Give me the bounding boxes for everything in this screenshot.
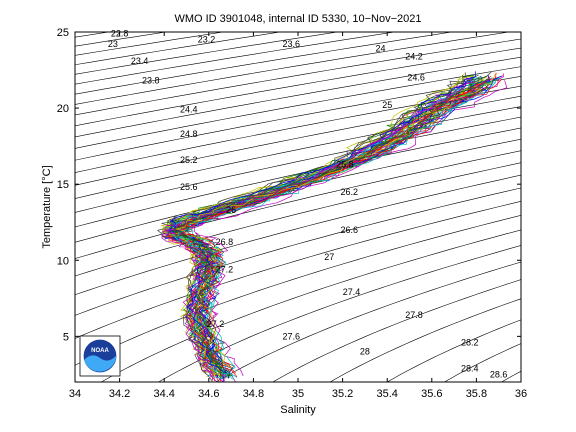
- isopycnal-label: 24.8: [180, 129, 198, 139]
- chart-title: WMO ID 3901048, internal ID 5330, 10−Nov…: [174, 13, 421, 25]
- isopycnal-label: 24.6: [407, 73, 425, 83]
- x-axis-title: Salinity: [280, 404, 316, 416]
- isopycnal-label: 27.2: [216, 264, 234, 274]
- isopycnal-line: [75, 116, 521, 213]
- isopycnal-line: [75, 32, 454, 95]
- isopycnal-line: [75, 187, 521, 316]
- x-tick-label: 35.8: [466, 388, 487, 400]
- isopycnal-label: 25.6: [180, 182, 198, 192]
- y-tick-label: 25: [57, 27, 69, 39]
- profile-line: [164, 80, 475, 379]
- y-tick-label: 10: [57, 255, 69, 267]
- y-tick-label: 20: [57, 103, 69, 115]
- isopycnal-line: [75, 32, 511, 105]
- isopycnal-label: 25: [382, 100, 392, 110]
- profile-lines: [156, 71, 508, 382]
- isopycnal-label: 25.2: [180, 155, 198, 165]
- profile-line: [170, 78, 483, 379]
- isopycnal-label: 25.8: [336, 159, 354, 169]
- isopycnal-line: [75, 214, 521, 366]
- isopycnal-line: [75, 66, 521, 149]
- isopycnal-line: [75, 56, 521, 138]
- isopycnal-label: 26.6: [341, 225, 359, 235]
- isopycnal-line: [534, 17, 576, 397]
- isopycnal-labels: 22.823 23.223.423.623.82424.224.424.624.8…: [108, 29, 508, 380]
- x-tick-label: 34: [69, 388, 81, 400]
- x-tick-label: 35: [292, 388, 304, 400]
- x-tick-label: 35.6: [421, 388, 442, 400]
- isopycnal-label: 24.4: [180, 105, 198, 115]
- isopycnal-label: 26.2: [341, 187, 359, 197]
- isopycnal-line: [157, 245, 521, 382]
- isopycnal-label: 23.8: [142, 76, 160, 86]
- isopycnal-line: [75, 201, 521, 339]
- x-tick-label: 34.8: [243, 388, 264, 400]
- isopycnal-line: [75, 174, 521, 296]
- x-tick-label: 34.2: [109, 388, 130, 400]
- isopycnal-line: [75, 127, 521, 228]
- isopycnal-label: 23.2: [198, 35, 216, 45]
- isopycnal-label: 27: [324, 252, 334, 262]
- noaa-logo-text: NOAA: [91, 348, 109, 354]
- x-axis: 34 34.2 34.4 34.6 34.8 35 35.2 35.4 35.6 35.8 36: [69, 32, 527, 400]
- profile-line: [175, 73, 496, 373]
- isopycnal-label: 23.6: [283, 39, 301, 49]
- isopycnal-label: 26.8: [216, 237, 234, 247]
- isopycnal-label: 23.4: [131, 56, 149, 66]
- y-axis-title: Temperature [°C]: [41, 165, 53, 248]
- isopycnal-line: [215, 261, 521, 382]
- y-tick-label: 5: [63, 331, 69, 343]
- isopycnal-label: 23: [108, 39, 118, 49]
- isopycnal-label: 27.4: [343, 287, 361, 297]
- x-tick-label: 35.2: [332, 388, 353, 400]
- profile-line: [172, 78, 491, 379]
- isopycnal-label: 28: [360, 347, 370, 357]
- isopycnal-line: [329, 298, 521, 382]
- isopycnal-line: [272, 279, 521, 382]
- profile-line: [156, 75, 464, 377]
- y-axis: 5 10 15 20 25: [57, 27, 521, 343]
- isopycnal-line: [75, 38, 521, 116]
- isopycnal-label: 28.4: [461, 363, 479, 373]
- isopycnal-label: 26: [226, 205, 236, 215]
- isopycnal-line: [75, 47, 521, 127]
- isopycnal-line: [386, 319, 521, 382]
- isopycnal-label: 24: [376, 44, 386, 54]
- profile-line: [168, 71, 476, 373]
- x-tick-label: 34.4: [153, 388, 174, 400]
- isopycnal-label: 27.6: [283, 331, 301, 341]
- isopycnal-label: 27.2: [207, 319, 225, 329]
- noaa-logo: NOAA: [79, 335, 121, 377]
- isopycnal-line: [75, 150, 521, 259]
- x-tick-label: 35.4: [376, 388, 397, 400]
- x-tick-label: 34.6: [198, 388, 219, 400]
- isopycnal-line: [75, 32, 397, 85]
- isopycnal-label: 24.2: [405, 51, 423, 61]
- x-tick-label: 36: [515, 388, 527, 400]
- isopycnal-line: [75, 138, 521, 243]
- isopycnal-label: 28.2: [461, 337, 479, 347]
- profile-line: [161, 81, 476, 382]
- isopycnal-label: 27.8: [405, 310, 423, 320]
- isopycnal-line: [75, 162, 521, 277]
- y-tick-label: 15: [57, 179, 69, 191]
- isopycnal-label: 28.6: [490, 369, 508, 379]
